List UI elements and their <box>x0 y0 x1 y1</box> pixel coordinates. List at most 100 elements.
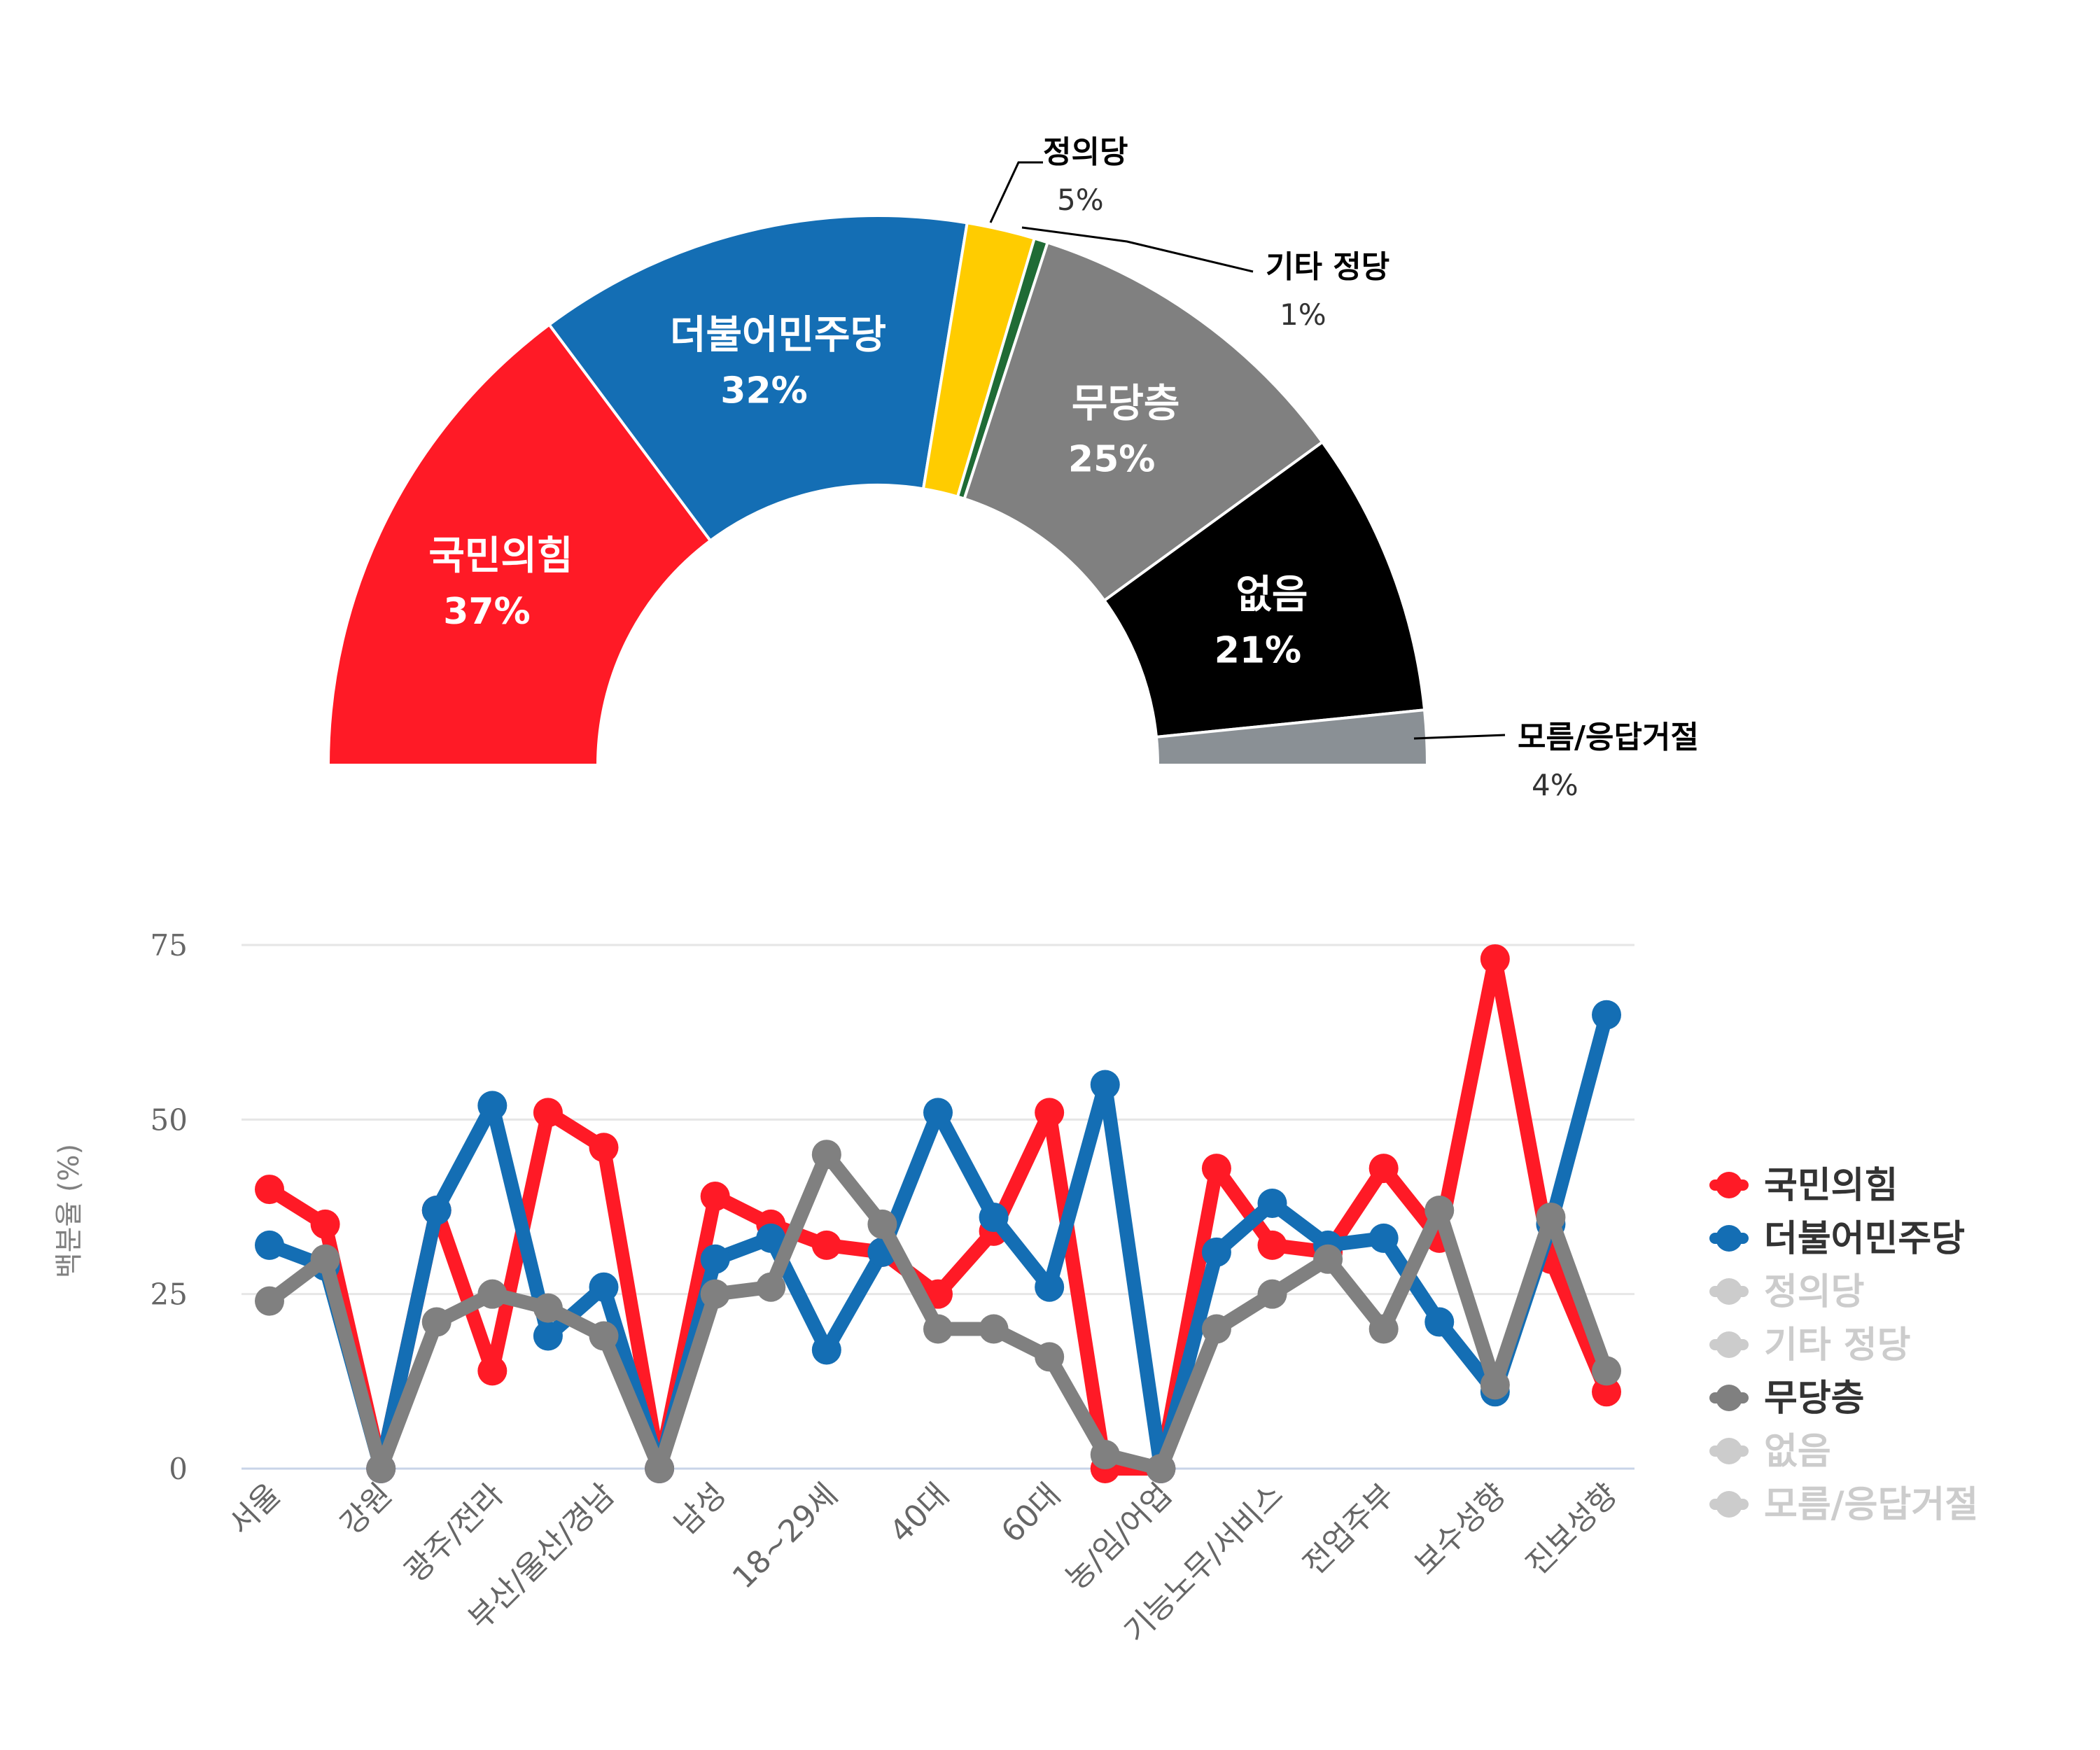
point-더불어민주당-4 <box>477 1091 507 1121</box>
slice-없음 <box>1102 440 1427 739</box>
point-국민의힘-6 <box>589 1133 619 1163</box>
point-더불어민주당-15 <box>1090 1070 1120 1100</box>
slice-value-기타-정당: 1% <box>1280 298 1326 332</box>
legend-marker-dot <box>1716 1278 1742 1305</box>
point-국민의힘-24 <box>1592 1377 1621 1407</box>
point-무당층-18 <box>1257 1279 1287 1309</box>
point-무당층-2 <box>366 1454 396 1483</box>
point-더불어민주당-21 <box>1424 1307 1455 1337</box>
slice-value-국민의힘: 37% <box>443 591 530 633</box>
point-더불어민주당-9 <box>756 1223 786 1253</box>
point-더불어민주당-20 <box>1368 1223 1399 1253</box>
slice-label-국민의힘: 국민의힘 <box>428 533 573 579</box>
series-국민의힘 <box>255 944 1621 1483</box>
point-국민의힘-22 <box>1480 944 1510 974</box>
legend-item-국민의힘[interactable]: 국민의힘 <box>1709 1165 1898 1207</box>
point-더불어민주당-12 <box>923 1098 953 1128</box>
slice-value-무당층: 25% <box>1068 439 1155 481</box>
x-tick-강원: 강원 <box>334 1477 399 1542</box>
point-무당층-15 <box>1090 1440 1120 1470</box>
point-더불어민주당-18 <box>1257 1189 1287 1219</box>
x-tick-서울: 서울 <box>222 1477 287 1542</box>
point-무당층-11 <box>867 1209 897 1239</box>
point-국민의힘-4 <box>477 1356 507 1386</box>
donut-labels: 국민의힘 37% 더불어민주당 32% 정의당 5% 기타 정당 1% 무당층 25% 없음 21% 모… <box>428 134 1699 802</box>
point-더불어민주당-24 <box>1592 1000 1621 1030</box>
x-tick-보수성향: 보수성향 <box>1408 1477 1513 1583</box>
legend-label: 국민의힘 <box>1764 1165 1898 1207</box>
point-국민의힘-8 <box>700 1182 730 1212</box>
x-tick-남성: 남성 <box>668 1477 733 1542</box>
legend-item-무당층[interactable]: 무당층 <box>1709 1378 1865 1420</box>
x-tick-18-29세: 18~29세 <box>726 1477 845 1596</box>
slice-label-모름-응답거절: 모름/응답거절 <box>1518 720 1699 755</box>
legend-label: 더불어민주당 <box>1764 1218 1965 1260</box>
point-무당층-9 <box>756 1272 786 1302</box>
legend-marker-dot <box>1716 1172 1742 1198</box>
legend-label: 정의당 <box>1764 1271 1865 1313</box>
legend-marker-dot <box>1716 1331 1742 1358</box>
slice-더불어민주당 <box>547 214 969 543</box>
slice-value-없음: 21% <box>1214 629 1301 671</box>
point-더불어민주당-8 <box>700 1244 730 1274</box>
point-국민의힘-0 <box>255 1175 284 1205</box>
point-국민의힘-1 <box>310 1209 340 1239</box>
point-무당층-24 <box>1592 1356 1621 1386</box>
point-무당층-10 <box>811 1140 841 1170</box>
point-무당층-4 <box>477 1279 507 1309</box>
point-무당층-3 <box>421 1307 451 1337</box>
x-tick-진보성향: 진보성향 <box>1519 1477 1625 1583</box>
point-더불어민주당-6 <box>589 1272 619 1302</box>
y-tick-labels: 0 25 50 75 <box>150 928 188 1486</box>
point-더불어민주당-5 <box>533 1321 563 1351</box>
point-무당층-17 <box>1201 1314 1231 1344</box>
slice-value-정의당: 5% <box>1057 183 1104 217</box>
slice-value-더불어민주당: 32% <box>720 370 807 412</box>
point-무당층-19 <box>1313 1244 1343 1274</box>
semicircle-donut-chart <box>326 214 1429 766</box>
series-무당층 <box>255 1140 1621 1483</box>
slice-무당층 <box>962 240 1324 603</box>
point-더불어민주당-17 <box>1201 1237 1231 1267</box>
point-국민의힘-5 <box>533 1098 563 1128</box>
legend-item-모름-응답거절[interactable]: 모름/응답거절 <box>1709 1484 1978 1526</box>
y-tick-75: 75 <box>150 928 188 962</box>
slice-국민의힘 <box>326 322 713 766</box>
point-더불어민주당-0 <box>255 1230 284 1260</box>
line-국민의힘 <box>262 951 1614 1476</box>
legend-item-정의당[interactable]: 정의당 <box>1709 1271 1865 1313</box>
x-tick-60대: 60대 <box>995 1477 1068 1550</box>
point-국민의힘-20 <box>1368 1154 1399 1184</box>
leader-line-모름-응답거절 <box>1413 734 1506 740</box>
line-더불어민주당 <box>262 1007 1614 1476</box>
slice-모름-응답거절 <box>1154 708 1429 766</box>
slice-label-없음: 없음 <box>1236 572 1308 617</box>
legend-item-기타-정당[interactable]: 기타 정당 <box>1709 1324 1910 1366</box>
point-무당층-12 <box>923 1314 953 1344</box>
legend-marker-dot <box>1716 1385 1742 1411</box>
slice-label-더불어민주당: 더불어민주당 <box>670 313 886 358</box>
point-무당층-0 <box>255 1286 284 1316</box>
legend-label: 무당층 <box>1764 1378 1865 1420</box>
x-tick-40대: 40대 <box>883 1477 956 1550</box>
point-무당층-7 <box>645 1454 675 1483</box>
legend-marker-dot <box>1716 1225 1742 1252</box>
point-무당층-8 <box>700 1279 730 1309</box>
point-더불어민주당-14 <box>1035 1272 1065 1302</box>
point-무당층-20 <box>1368 1314 1399 1344</box>
legend-item-더불어민주당[interactable]: 더불어민주당 <box>1709 1218 1965 1260</box>
y-tick-50: 50 <box>150 1102 188 1137</box>
leader-line-정의당 <box>989 161 1043 223</box>
point-국민의힘-17 <box>1201 1154 1231 1184</box>
point-무당층-23 <box>1536 1202 1566 1232</box>
point-무당층-1 <box>310 1244 340 1274</box>
legend-label: 모름/응답거절 <box>1764 1484 1978 1526</box>
x-tick-광주-전라: 광주/전라 <box>398 1477 510 1590</box>
legend-item-없음[interactable]: 없음 <box>1709 1431 1831 1473</box>
slice-label-정의당: 정의당 <box>1043 134 1128 170</box>
legend-label: 없음 <box>1764 1431 1831 1473</box>
series-lines <box>255 944 1621 1483</box>
